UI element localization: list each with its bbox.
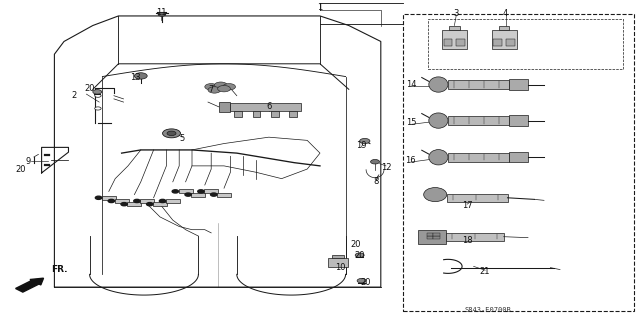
Bar xyxy=(253,111,260,117)
Circle shape xyxy=(167,131,176,136)
Circle shape xyxy=(134,199,140,203)
Circle shape xyxy=(208,87,221,93)
Text: 20: 20 xyxy=(350,241,360,249)
Text: FR.: FR. xyxy=(51,265,68,274)
Circle shape xyxy=(95,107,101,110)
Bar xyxy=(230,103,301,111)
Bar xyxy=(433,236,440,239)
Bar xyxy=(499,26,509,30)
Bar xyxy=(179,189,193,193)
Bar xyxy=(447,194,508,202)
Bar xyxy=(427,236,433,239)
Circle shape xyxy=(185,193,191,196)
Bar xyxy=(191,192,205,197)
Circle shape xyxy=(95,94,101,97)
Bar xyxy=(219,102,230,112)
Text: 12: 12 xyxy=(381,163,391,172)
Bar xyxy=(509,152,528,162)
Bar xyxy=(127,202,141,206)
Bar xyxy=(115,199,129,203)
Bar xyxy=(442,30,467,49)
Text: 20: 20 xyxy=(355,251,365,260)
Text: 5: 5 xyxy=(180,134,185,143)
Circle shape xyxy=(108,199,115,203)
Text: 14: 14 xyxy=(406,80,416,89)
Text: 10: 10 xyxy=(335,263,346,272)
Circle shape xyxy=(198,190,204,193)
Text: 21: 21 xyxy=(480,267,490,276)
Text: 17: 17 xyxy=(462,201,472,210)
Bar xyxy=(428,19,623,69)
Ellipse shape xyxy=(429,77,448,92)
Text: 19: 19 xyxy=(356,141,367,150)
Text: 13: 13 xyxy=(131,73,141,82)
Circle shape xyxy=(147,203,153,206)
Bar xyxy=(153,202,167,206)
Circle shape xyxy=(218,85,230,92)
Bar xyxy=(449,26,460,30)
Text: 1: 1 xyxy=(317,4,323,12)
Text: 11: 11 xyxy=(156,8,166,17)
Bar xyxy=(493,39,502,46)
Bar xyxy=(234,111,242,117)
Text: 15: 15 xyxy=(406,118,416,127)
Bar xyxy=(448,153,509,162)
Text: S843-E0700B: S843-E0700B xyxy=(464,307,511,313)
Ellipse shape xyxy=(424,188,447,202)
Bar xyxy=(102,196,116,200)
Bar xyxy=(204,189,218,193)
Bar xyxy=(166,199,180,203)
Text: 16: 16 xyxy=(406,156,416,165)
Text: 8: 8 xyxy=(374,177,379,186)
Ellipse shape xyxy=(429,113,448,128)
Text: 18: 18 xyxy=(462,236,472,245)
Circle shape xyxy=(371,160,380,164)
Bar xyxy=(448,116,509,125)
Bar xyxy=(444,39,452,46)
Bar xyxy=(217,192,231,197)
Circle shape xyxy=(158,12,166,16)
Circle shape xyxy=(357,278,366,283)
Text: 2: 2 xyxy=(71,91,76,100)
Circle shape xyxy=(95,196,102,199)
Bar xyxy=(332,255,344,258)
Bar xyxy=(289,111,297,117)
Text: 6: 6 xyxy=(266,102,271,111)
Bar xyxy=(448,80,509,89)
FancyArrow shape xyxy=(15,278,44,292)
Circle shape xyxy=(355,253,364,257)
Text: 9: 9 xyxy=(26,157,31,166)
Bar xyxy=(140,199,154,203)
Ellipse shape xyxy=(429,150,448,165)
Circle shape xyxy=(121,203,127,206)
Circle shape xyxy=(211,193,217,196)
Circle shape xyxy=(134,73,147,79)
Circle shape xyxy=(205,84,218,90)
Circle shape xyxy=(172,190,179,193)
Circle shape xyxy=(214,82,227,88)
Text: 20: 20 xyxy=(361,278,371,287)
Circle shape xyxy=(93,90,102,94)
Bar xyxy=(418,230,446,244)
Circle shape xyxy=(159,199,166,203)
Bar xyxy=(509,115,528,126)
Bar xyxy=(446,233,504,241)
Circle shape xyxy=(223,84,236,90)
Text: 20: 20 xyxy=(16,165,26,174)
Text: 20: 20 xyxy=(84,84,95,93)
Text: 4: 4 xyxy=(503,9,508,18)
Bar xyxy=(509,79,528,90)
Bar xyxy=(403,14,634,311)
Circle shape xyxy=(163,129,180,138)
Bar xyxy=(433,233,440,236)
Text: 3: 3 xyxy=(454,9,459,18)
Bar xyxy=(271,111,278,117)
Text: 7: 7 xyxy=(209,85,214,94)
Circle shape xyxy=(360,138,370,144)
Bar xyxy=(456,39,465,46)
Bar xyxy=(506,39,515,46)
Bar xyxy=(427,233,433,236)
Bar xyxy=(328,258,348,267)
Bar xyxy=(492,30,517,49)
